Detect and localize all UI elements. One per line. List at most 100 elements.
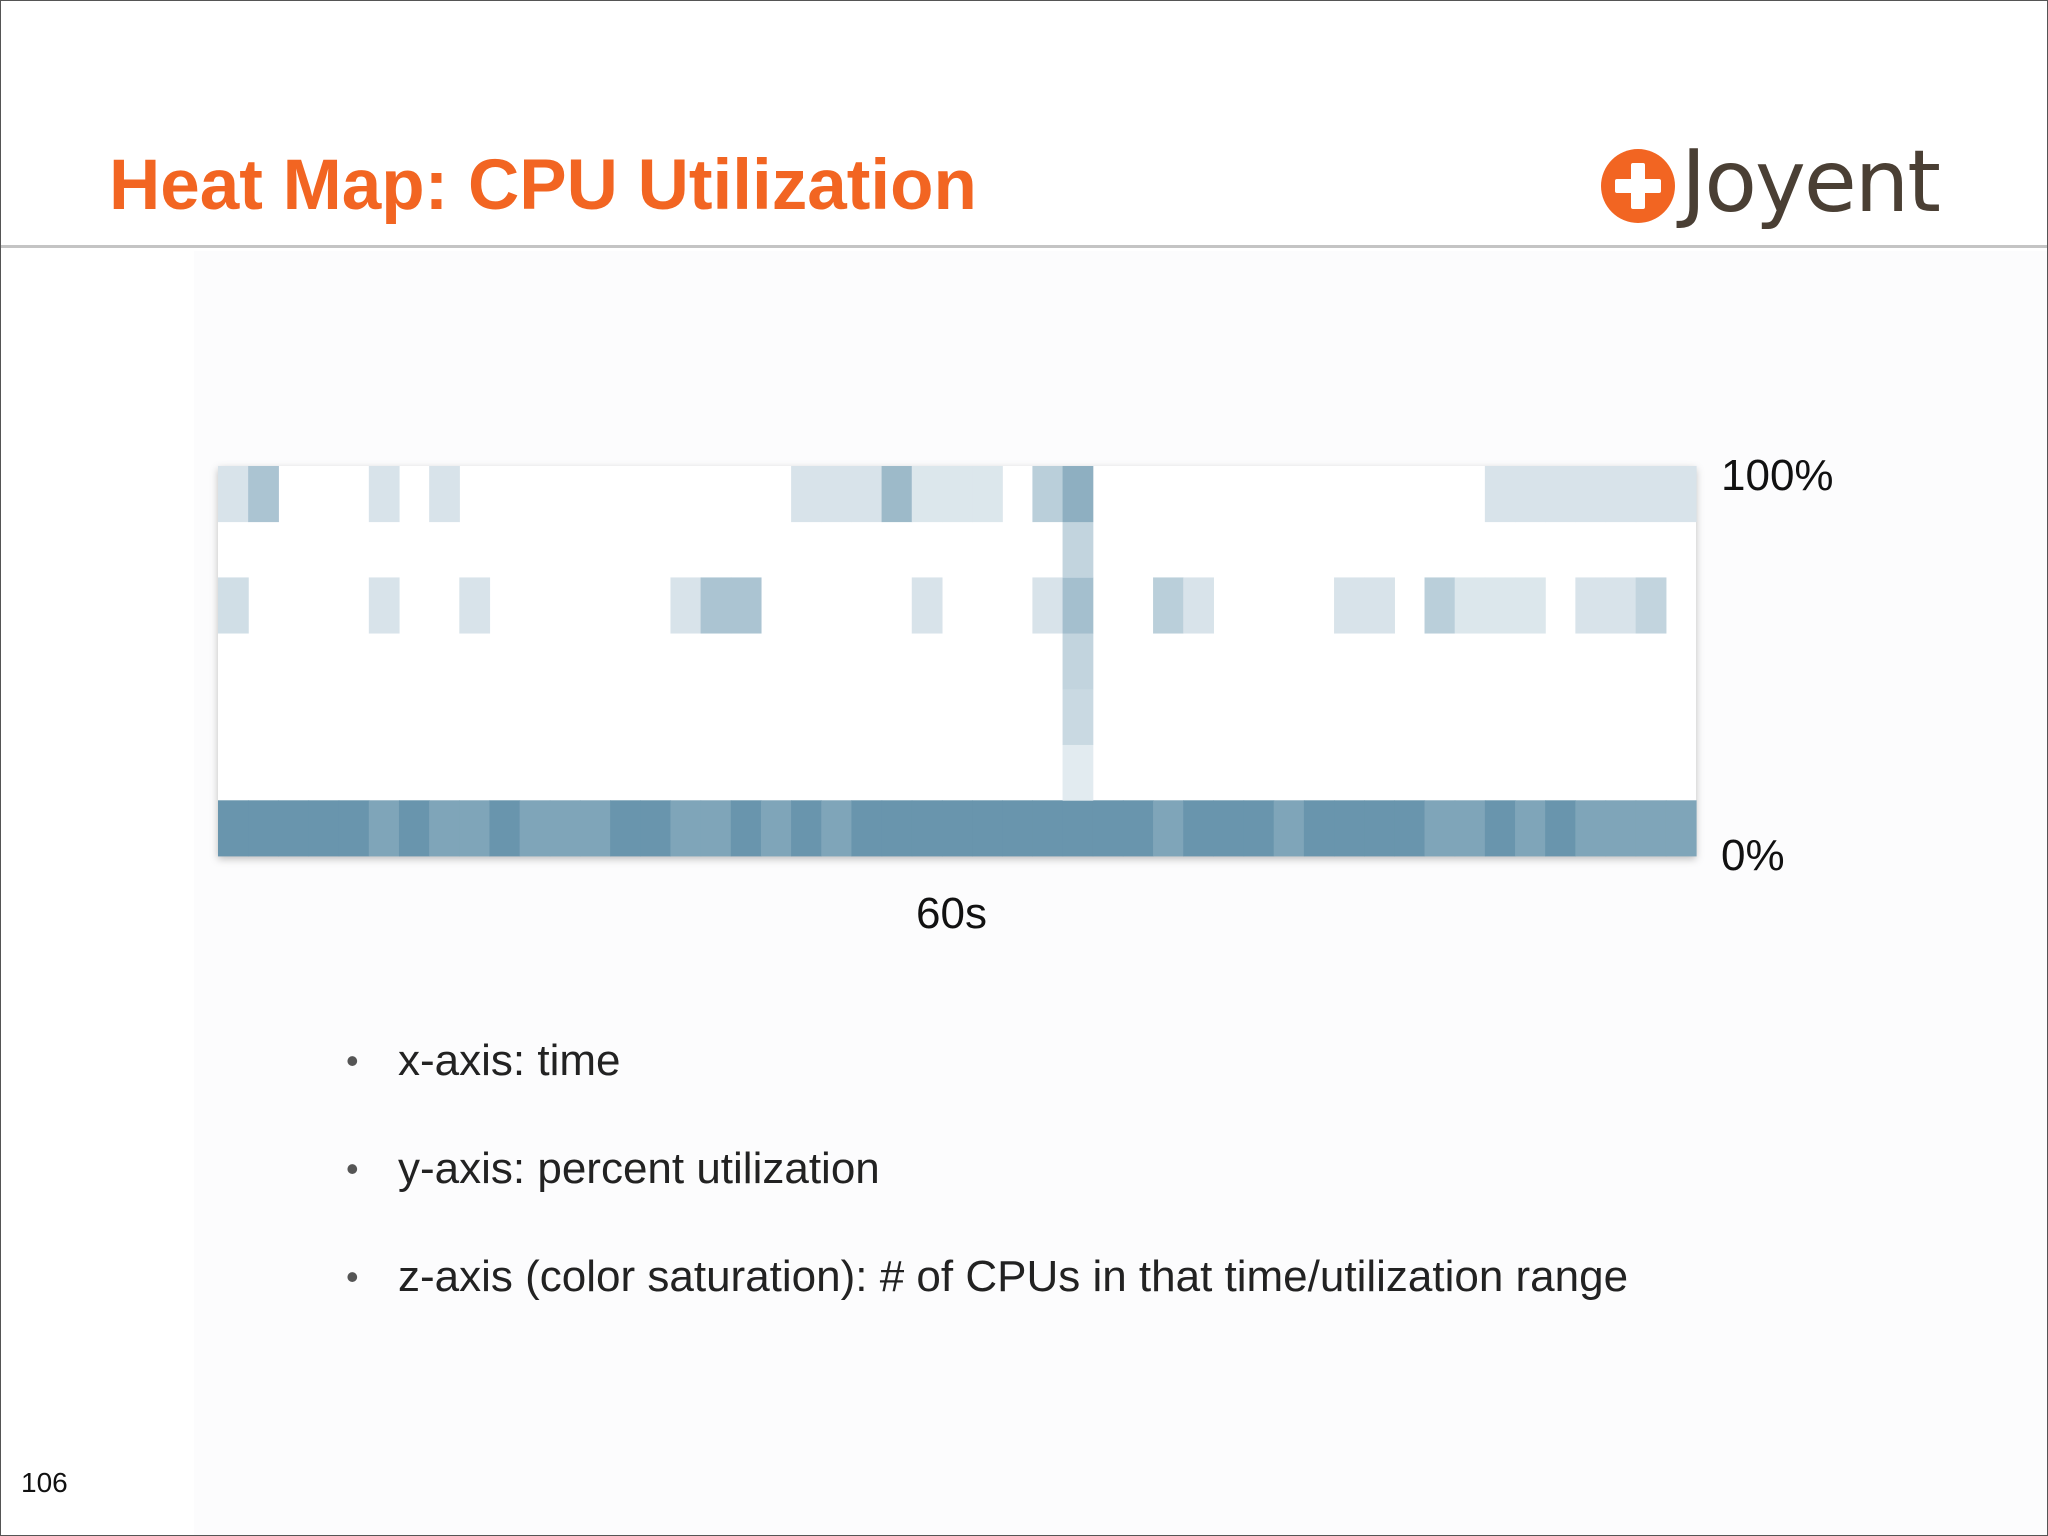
heatmap-cell [1605, 577, 1637, 634]
heatmap-cell [1454, 577, 1486, 634]
bullet-marker: • [346, 1256, 359, 1297]
heatmap-cell [1484, 577, 1516, 634]
page-number: 106 [21, 1467, 68, 1498]
heatmap-cell [1605, 800, 1637, 857]
heatmap-cell [1635, 577, 1667, 634]
heatmap-cell [1394, 800, 1426, 857]
heatmap-cell [1062, 577, 1094, 634]
heatmap-cell [579, 800, 611, 857]
heatmap-cell [1062, 466, 1094, 523]
heatmap-cell [700, 800, 732, 857]
heatmap-cell [730, 800, 762, 857]
joyent-logo: Joyent [1599, 132, 1951, 241]
heatmap-cell [791, 800, 822, 857]
slide-title: Heat Map: CPU Utilization [109, 146, 977, 225]
heatmap-cells [218, 466, 1697, 857]
heatmap-cell [1575, 800, 1607, 857]
heatmap-cell [1183, 577, 1214, 634]
y-axis-bottom-label: 0% [1721, 831, 1785, 880]
heatmap-cell [248, 800, 279, 857]
heatmap-cell [1303, 800, 1335, 857]
heatmap-cell [1062, 633, 1094, 690]
heatmap-cell [1364, 577, 1395, 634]
heatmap-cell [1364, 800, 1395, 857]
heatmap-cell [670, 800, 702, 857]
heatmap-cell [1575, 577, 1607, 634]
logo-plus-horizontal [1615, 179, 1661, 193]
bullet-text: y-axis: percent utilization [398, 1144, 880, 1193]
heatmap-cell [1183, 800, 1214, 857]
heatmap-cell [1243, 800, 1275, 857]
heatmap-cell [760, 800, 792, 857]
heatmap-cell [1032, 466, 1064, 523]
bullet-marker: • [346, 1040, 359, 1081]
bullet-text: z-axis (color saturation): # of CPUs in … [398, 1252, 1629, 1301]
heatmap-cell [610, 800, 641, 857]
heatmap-cell [1665, 800, 1697, 857]
heatmap-cell [549, 800, 581, 857]
heatmap-cell [821, 466, 853, 523]
logo-wordmark: Joyent [1681, 132, 1941, 232]
heatmap-cell [1605, 466, 1637, 523]
heatmap-cell [881, 800, 913, 857]
heatmap-cell [670, 577, 702, 634]
heatmap-cell [1575, 466, 1607, 523]
heatmap-cell [1484, 466, 1516, 523]
heatmap-cell [1153, 577, 1184, 634]
title-divider [1, 245, 2047, 248]
heatmap-cell [1515, 466, 1546, 523]
heatmap-cell [368, 466, 400, 523]
heatmap-svg [218, 466, 1697, 857]
heatmap-cell [1424, 577, 1456, 634]
heatmap-cell [1424, 800, 1456, 857]
heatmap-cell [1334, 800, 1365, 857]
heatmap-cell [640, 800, 672, 857]
heatmap-cell [1002, 800, 1033, 857]
content-background [194, 251, 2047, 1535]
heatmap-cell [1635, 466, 1667, 523]
heatmap-cell [1484, 800, 1516, 857]
heatmap-cell [429, 800, 460, 857]
heatmap-cell [519, 800, 551, 857]
heatmap-cell [851, 466, 883, 523]
heatmap-chart [218, 466, 1697, 857]
heatmap-cell [218, 577, 249, 634]
heatmap-cell [1515, 577, 1546, 634]
heatmap-cell [1515, 800, 1546, 857]
heatmap-cell [1635, 800, 1667, 857]
heatmap-cell [1062, 521, 1094, 578]
heatmap-cell [911, 577, 943, 634]
heatmap-cell [911, 466, 943, 523]
heatmap-cell [881, 466, 913, 523]
heatmap-cell [248, 466, 279, 523]
plus-circle-icon [1601, 149, 1675, 223]
heatmap-cell [308, 800, 340, 857]
heatmap-cell [941, 800, 973, 857]
heatmap-cell [791, 466, 822, 523]
heatmap-cell [489, 800, 521, 857]
heatmap-cell [1122, 800, 1154, 857]
heatmap-cell [1032, 577, 1064, 634]
heatmap-cell [1665, 466, 1697, 523]
heatmap-cell [368, 800, 400, 857]
heatmap-cell [1545, 800, 1576, 857]
bullet-marker: • [346, 1148, 359, 1189]
heatmap-cell [1092, 800, 1124, 857]
heatmap-cell [1454, 800, 1486, 857]
heatmap-cell [429, 466, 460, 523]
x-axis-label: 60s [916, 889, 987, 938]
heatmap-cell [972, 466, 1003, 523]
heatmap-cell [459, 577, 491, 634]
heatmap-cell [1273, 800, 1305, 857]
bullet-text: x-axis: time [398, 1036, 621, 1085]
heatmap-cell [1062, 744, 1094, 801]
heatmap-cell [972, 800, 1003, 857]
heatmap-cell [278, 800, 310, 857]
heatmap-cell [911, 800, 943, 857]
heatmap-cell [218, 466, 249, 523]
heatmap-cell [398, 800, 430, 857]
heatmap-cell [821, 800, 853, 857]
heatmap-cell [1032, 800, 1064, 857]
heatmap-cell [1062, 688, 1094, 745]
heatmap-cell [851, 800, 883, 857]
